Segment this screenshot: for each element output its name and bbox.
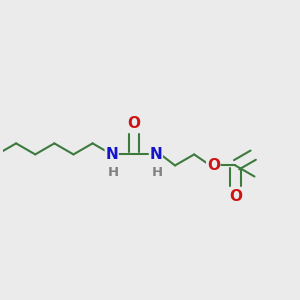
Text: H: H [152,166,163,178]
Text: O: O [207,158,220,173]
Text: N: N [149,147,162,162]
Text: H: H [108,166,119,178]
Text: O: O [127,116,140,131]
Text: N: N [105,147,118,162]
Text: O: O [229,188,242,203]
